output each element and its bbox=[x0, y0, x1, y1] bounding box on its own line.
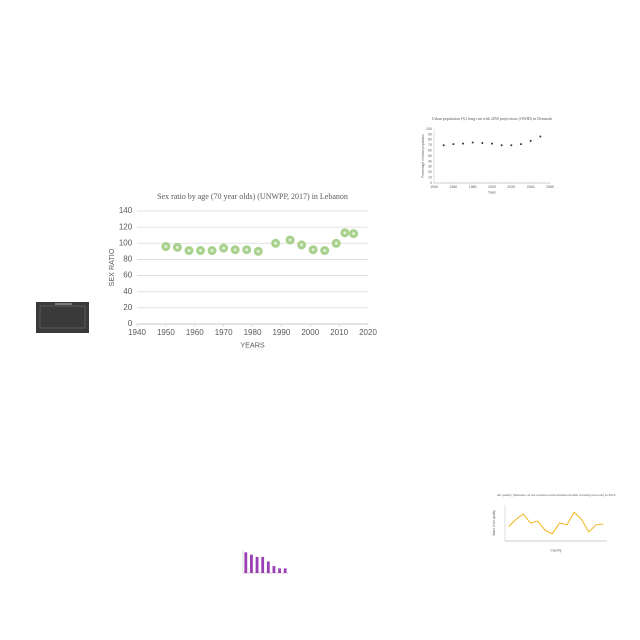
point bbox=[207, 246, 217, 256]
x-tick-label: 1990 bbox=[272, 328, 290, 337]
x-axis-label: Years bbox=[488, 190, 496, 194]
y-tick-label: 90 bbox=[428, 132, 432, 136]
point bbox=[510, 144, 513, 147]
x-axis-label: Country bbox=[551, 548, 562, 552]
point bbox=[172, 242, 182, 252]
bar bbox=[266, 561, 270, 573]
point bbox=[242, 245, 252, 255]
point bbox=[271, 238, 281, 248]
point bbox=[196, 246, 206, 256]
y-tick-label: 60 bbox=[428, 149, 432, 153]
y-tick-label: 20 bbox=[123, 303, 132, 312]
y-tick-label: 100 bbox=[119, 238, 133, 247]
point bbox=[320, 246, 330, 256]
point bbox=[349, 229, 359, 239]
y-tick-label: 120 bbox=[119, 222, 133, 231]
point bbox=[230, 245, 240, 255]
y-tick-label: 80 bbox=[428, 138, 432, 142]
bar bbox=[255, 556, 259, 573]
x-tick-label: 2020 bbox=[507, 185, 515, 189]
point bbox=[253, 246, 263, 256]
x-tick-label: 2000 bbox=[488, 185, 496, 189]
y-tick-label: 140 bbox=[119, 206, 133, 215]
point bbox=[308, 245, 318, 255]
point bbox=[481, 142, 484, 145]
bar bbox=[278, 568, 281, 573]
point bbox=[285, 235, 295, 245]
x-tick-label: 1960 bbox=[186, 328, 204, 337]
x-tick-label: 2000 bbox=[301, 328, 319, 337]
point bbox=[471, 141, 474, 144]
x-tick-label: 1950 bbox=[157, 328, 175, 337]
point bbox=[340, 228, 350, 238]
point bbox=[462, 142, 464, 145]
point bbox=[520, 143, 522, 146]
point bbox=[491, 142, 493, 145]
x-tick-label: 1980 bbox=[469, 185, 477, 189]
chart-title: Sex ratio by age (70 year olds) (UNWPP, … bbox=[157, 192, 348, 201]
y-tick-label: 40 bbox=[123, 287, 132, 296]
bar bbox=[261, 556, 265, 573]
point bbox=[452, 143, 455, 146]
point bbox=[184, 246, 194, 256]
chart-title: Urban population (%) long-run with 2050 … bbox=[432, 116, 552, 121]
y-tick-label: 40 bbox=[428, 159, 432, 163]
point bbox=[529, 139, 532, 142]
x-tick-label: 1940 bbox=[128, 328, 146, 337]
bar bbox=[283, 568, 287, 573]
x-tick-label: 2010 bbox=[330, 328, 348, 337]
point bbox=[331, 238, 341, 248]
point bbox=[500, 144, 503, 147]
x-tick-label: 1940 bbox=[430, 185, 438, 189]
x-tick-label: 2040 bbox=[527, 185, 535, 189]
point bbox=[219, 243, 229, 253]
point bbox=[539, 135, 542, 138]
point bbox=[161, 242, 171, 252]
point bbox=[442, 144, 445, 147]
y-tick-label: 30 bbox=[428, 165, 432, 169]
x-tick-label: 1980 bbox=[244, 328, 262, 337]
x-tick-label: 1970 bbox=[215, 328, 233, 337]
bar bbox=[244, 552, 248, 573]
x-tick-label: 1960 bbox=[449, 185, 457, 189]
y-tick-label: 60 bbox=[123, 271, 132, 280]
y-axis-label: SEX RATIO bbox=[107, 248, 116, 286]
point bbox=[297, 240, 307, 250]
bar bbox=[250, 554, 253, 573]
x-tick-label: 2020 bbox=[359, 328, 377, 337]
x-tick-label: 2060 bbox=[546, 185, 554, 189]
y-tick-label: 80 bbox=[123, 255, 132, 264]
y-axis-label: Value of air quality bbox=[492, 510, 496, 536]
y-tick-label: 50 bbox=[428, 154, 432, 158]
y-tick-label: 100 bbox=[426, 127, 432, 131]
dark-thumbnail bbox=[36, 302, 89, 333]
y-tick-label: 0 bbox=[430, 181, 432, 185]
y-tick-label: 20 bbox=[428, 170, 432, 174]
y-tick-label: 70 bbox=[428, 143, 432, 147]
bar bbox=[272, 566, 276, 573]
y-tick-label: 0 bbox=[128, 319, 133, 328]
line bbox=[508, 511, 604, 535]
y-axis-label: Percentage of urban population bbox=[421, 134, 425, 178]
y-tick-label: 10 bbox=[428, 176, 432, 180]
x-axis-label: YEARS bbox=[240, 341, 265, 350]
chart-title: Air quality (Measure on the national env… bbox=[497, 493, 616, 497]
